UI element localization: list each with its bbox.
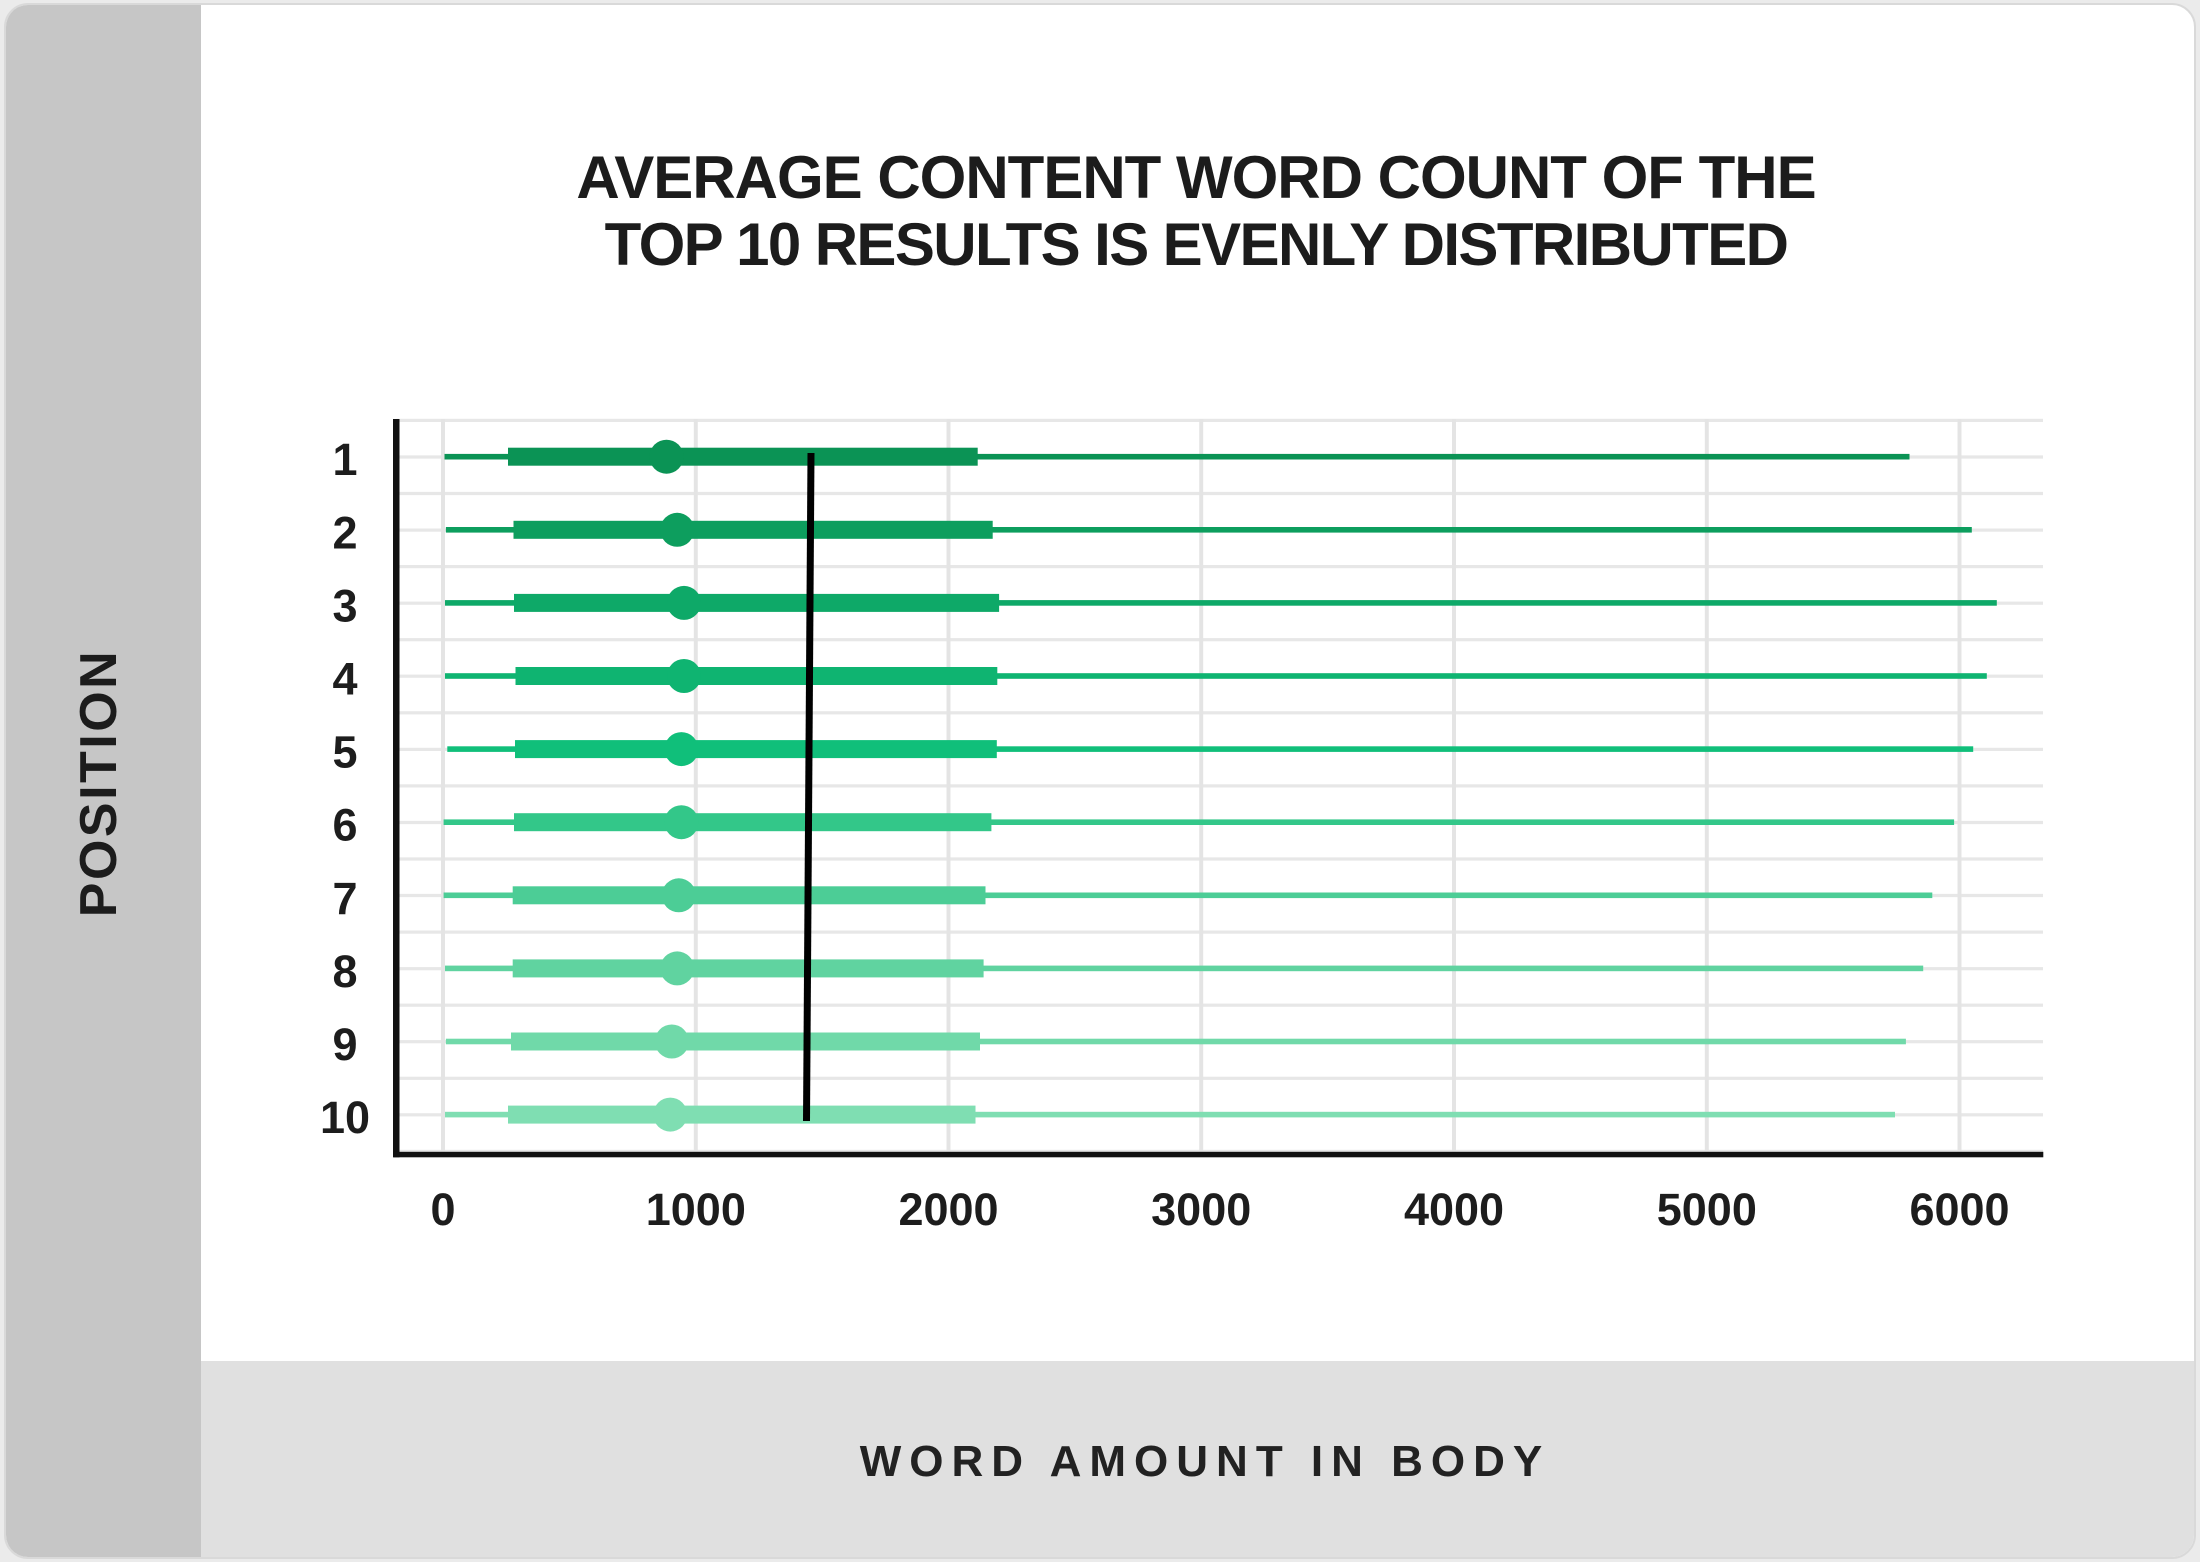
svg-text:3000: 3000 (1151, 1184, 1251, 1235)
svg-text:2000: 2000 (898, 1184, 998, 1235)
svg-text:5: 5 (332, 727, 357, 778)
svg-text:4: 4 (332, 654, 357, 705)
svg-text:1000: 1000 (646, 1184, 746, 1235)
svg-text:5000: 5000 (1657, 1184, 1757, 1235)
svg-text:1: 1 (332, 434, 357, 485)
svg-text:6: 6 (332, 800, 357, 851)
svg-text:8: 8 (332, 946, 357, 997)
svg-text:0: 0 (430, 1184, 455, 1235)
svg-text:7: 7 (332, 873, 357, 924)
svg-text:6000: 6000 (1909, 1184, 2009, 1235)
svg-text:2: 2 (332, 507, 357, 558)
svg-text:4000: 4000 (1404, 1184, 1504, 1235)
svg-text:9: 9 (332, 1019, 357, 1070)
svg-text:3: 3 (332, 580, 357, 631)
svg-text:10: 10 (320, 1092, 370, 1143)
